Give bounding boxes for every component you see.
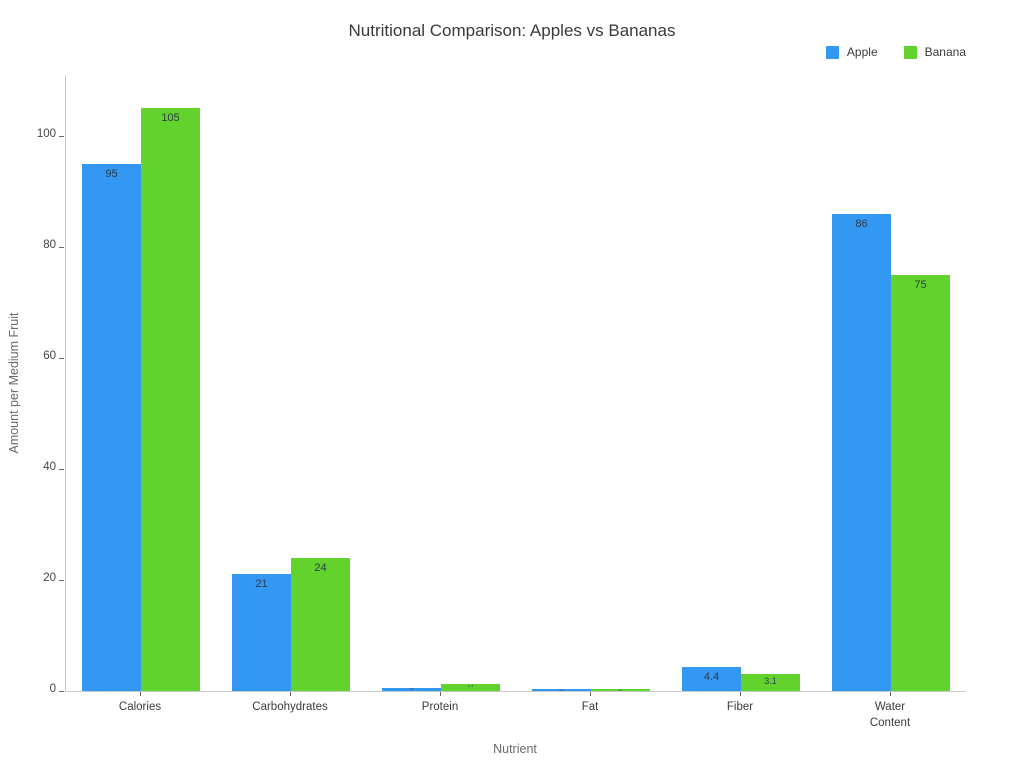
legend-item-apple[interactable]: Apple bbox=[825, 45, 878, 59]
y-tick-mark bbox=[59, 691, 64, 692]
bar-value-label: 0.5 bbox=[409, 688, 414, 692]
x-tick-mark bbox=[740, 692, 741, 696]
legend-swatch-apple bbox=[825, 45, 839, 59]
legend-label: Apple bbox=[846, 45, 878, 59]
legend-label: Banana bbox=[924, 45, 966, 59]
plot-area: 95 105 21 24 0.5 1.3 0.3 0.4 4.4 3.1 86 75 bbox=[65, 75, 966, 692]
x-tick-label-carbohydrates: Carbohydrates bbox=[252, 701, 328, 713]
bar-apple-fiber[interactable]: 4.4 bbox=[682, 666, 741, 691]
bar-apple-water-content[interactable]: 86 bbox=[832, 213, 891, 691]
bar-banana-fiber[interactable]: 3.1 bbox=[741, 673, 800, 691]
y-tick-label: 80 bbox=[43, 239, 56, 252]
x-tick-mark bbox=[890, 692, 891, 696]
y-tick-label: 40 bbox=[43, 461, 56, 474]
bar-value-label: 21 bbox=[255, 578, 268, 591]
bar-value-label: 75 bbox=[914, 278, 927, 291]
x-tick-label-fiber: Fiber bbox=[726, 701, 754, 713]
legend-item-banana[interactable]: Banana bbox=[903, 45, 966, 59]
bar-apple-fat[interactable]: 0.3 bbox=[532, 689, 591, 693]
x-tick-label-protein: Protein bbox=[421, 701, 459, 713]
y-tick-label: 0 bbox=[49, 683, 56, 695]
x-tick-label-water-content: Water Content bbox=[869, 701, 911, 729]
bar-value-label: 4.4 bbox=[703, 670, 720, 683]
bar-value-label: 0.4 bbox=[618, 688, 623, 692]
bar-value-label: 1.3 bbox=[467, 684, 474, 689]
y-tick-mark bbox=[59, 136, 64, 137]
bar-value-label: 105 bbox=[161, 112, 180, 125]
bar-value-label: 86 bbox=[855, 217, 868, 230]
chart-title: Nutritional Comparison: Apples vs Banana… bbox=[348, 21, 676, 40]
y-tick-mark bbox=[59, 469, 64, 470]
x-tick-label-fat: Fat bbox=[581, 701, 599, 713]
bar-banana-carbohydrates[interactable]: 24 bbox=[291, 557, 350, 691]
x-tick-mark bbox=[140, 692, 141, 696]
y-tick-mark bbox=[59, 580, 64, 581]
x-tick-mark bbox=[290, 692, 291, 696]
bar-value-label: 0.3 bbox=[559, 689, 564, 693]
bar-value-label: 3.1 bbox=[764, 676, 777, 686]
bar-banana-fat[interactable]: 0.4 bbox=[591, 688, 650, 692]
bar-value-label: 24 bbox=[314, 561, 327, 574]
x-axis-title: Nutrient bbox=[493, 742, 537, 756]
y-tick-label: 20 bbox=[43, 572, 56, 584]
y-tick-mark bbox=[59, 358, 64, 359]
legend-swatch-banana bbox=[903, 45, 917, 59]
bar-value-label: 95 bbox=[105, 167, 118, 180]
y-tick-mark bbox=[59, 247, 64, 248]
y-axis-title: Amount per Medium Fruit bbox=[7, 312, 21, 454]
bar-banana-calories[interactable]: 105 bbox=[141, 108, 200, 691]
bar-banana-water-content[interactable]: 75 bbox=[891, 274, 950, 691]
x-tick-mark bbox=[440, 692, 441, 696]
y-tick-label: 100 bbox=[36, 128, 56, 141]
legend: Apple Banana bbox=[825, 45, 966, 59]
bar-apple-protein[interactable]: 0.5 bbox=[382, 688, 441, 691]
bar-apple-calories[interactable]: 95 bbox=[82, 163, 141, 691]
bar-banana-protein[interactable]: 1.3 bbox=[441, 683, 500, 691]
bar-apple-carbohydrates[interactable]: 21 bbox=[232, 574, 291, 691]
x-tick-mark bbox=[590, 692, 591, 696]
y-tick-label: 60 bbox=[43, 350, 56, 363]
x-tick-label-calories: Calories bbox=[118, 701, 162, 713]
